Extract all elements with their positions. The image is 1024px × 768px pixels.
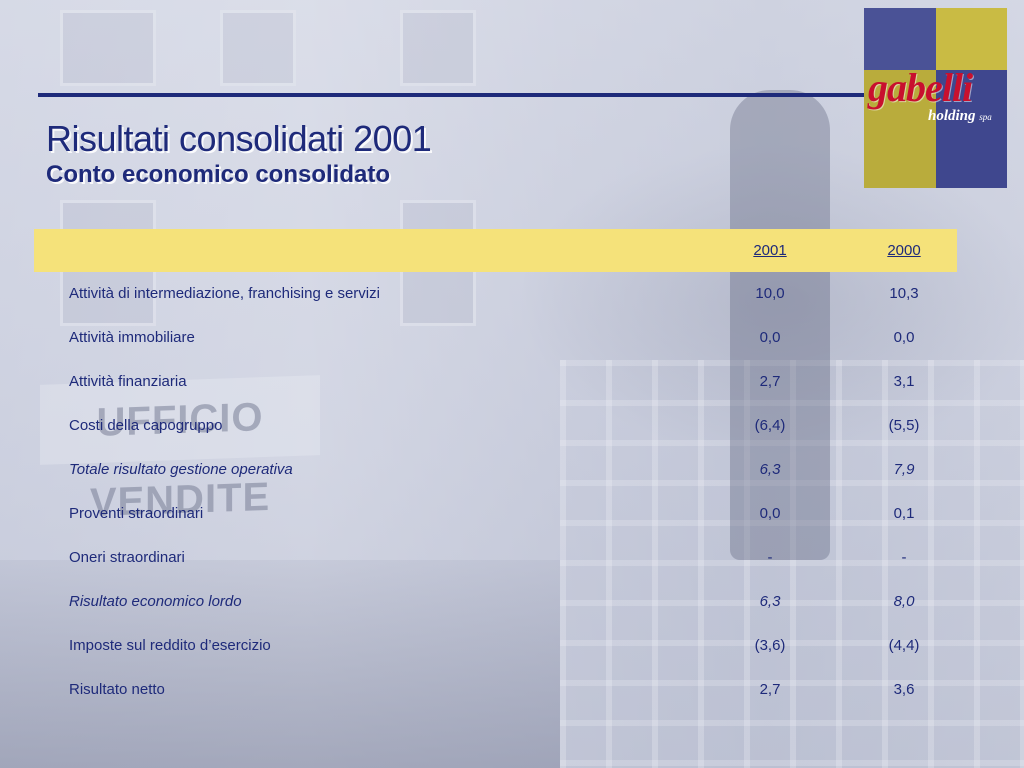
company-logo: gabelli holding spa <box>864 8 1007 188</box>
table-row: Proventi straordinari 0,0 0,1 <box>0 505 1024 527</box>
value-2001: 0,0 <box>759 505 781 522</box>
background-crowd <box>0 560 560 768</box>
value-2000: (4,4) <box>888 637 920 654</box>
table-row: Costi della capogruppo (6,4) (5,5) <box>0 417 1024 439</box>
logo-subtitle: holding spa <box>928 108 992 125</box>
logo-panel <box>936 70 1007 188</box>
row-label: Attività immobiliare <box>69 329 195 346</box>
logo-suffix: spa <box>979 112 992 122</box>
value-2001: (6,4) <box>754 417 786 434</box>
value-2001: 6,3 <box>759 461 781 478</box>
logo-panel <box>864 8 936 70</box>
value-2000: - <box>901 549 907 566</box>
value-2001: (3,6) <box>754 637 786 654</box>
page-title: Risultati consolidati 2001 <box>46 118 432 159</box>
row-label: Oneri straordinari <box>69 549 185 566</box>
background-building <box>560 360 1024 768</box>
value-2000: 3,1 <box>893 373 915 390</box>
value-2001: 6,3 <box>759 593 781 610</box>
row-label: Attività finanziaria <box>69 373 187 390</box>
table-row: Oneri straordinari - - <box>0 549 1024 571</box>
value-2001: 10,0 <box>755 285 785 302</box>
logo-sub-text: holding <box>928 108 976 124</box>
value-2001: 2,7 <box>759 373 781 390</box>
value-2000: 8,0 <box>893 593 915 610</box>
table-row: Risultato economico lordo 6,3 8,0 <box>0 593 1024 615</box>
row-label: Proventi straordinari <box>69 505 204 522</box>
value-2001: - <box>767 549 773 566</box>
column-header-2001: 2001 <box>753 242 787 259</box>
table-row: Totale risultato gestione operativa 6,3 7,… <box>0 461 1024 483</box>
logo-wordmark: gabelli <box>868 65 973 110</box>
column-header-2000: 2000 <box>887 242 921 259</box>
page-subtitle: Conto economico consolidato <box>46 161 391 188</box>
table-row: Risultato netto 2,7 3,6 <box>0 681 1024 703</box>
background-window <box>400 10 476 86</box>
table-row: Imposte sul reddito d’esercizio (3,6) (4,4… <box>0 637 1024 659</box>
value-2001: 2,7 <box>759 681 781 698</box>
value-2000: 7,9 <box>893 461 915 478</box>
value-2000: 10,3 <box>889 285 919 302</box>
table-header-band <box>34 229 957 272</box>
row-label: Costi della capogruppo <box>69 417 223 434</box>
table-row: Attività immobiliare 0,0 0,0 <box>0 329 1024 351</box>
value-2000: (5,5) <box>888 417 920 434</box>
row-label: Imposte sul reddito d’esercizio <box>69 637 271 654</box>
background-window <box>220 10 296 86</box>
row-label: Risultato netto <box>69 681 165 698</box>
row-label: Totale risultato gestione operativa <box>69 461 293 478</box>
table-row: Attività di intermediazione, franchising… <box>0 285 1024 307</box>
value-2000: 0,0 <box>893 329 915 346</box>
logo-panel <box>936 8 1007 70</box>
row-label: Attività di intermediazione, franchising… <box>69 285 380 302</box>
value-2001: 0,0 <box>759 329 781 346</box>
value-2000: 0,1 <box>893 505 915 522</box>
value-2000: 3,6 <box>893 681 915 698</box>
header-rule <box>38 93 868 97</box>
row-label: Risultato economico lordo <box>69 593 242 610</box>
background-window <box>60 10 156 86</box>
table-row: Attività finanziaria 2,7 3,1 <box>0 373 1024 395</box>
background-figure <box>730 90 830 560</box>
logo-panel <box>864 70 936 188</box>
